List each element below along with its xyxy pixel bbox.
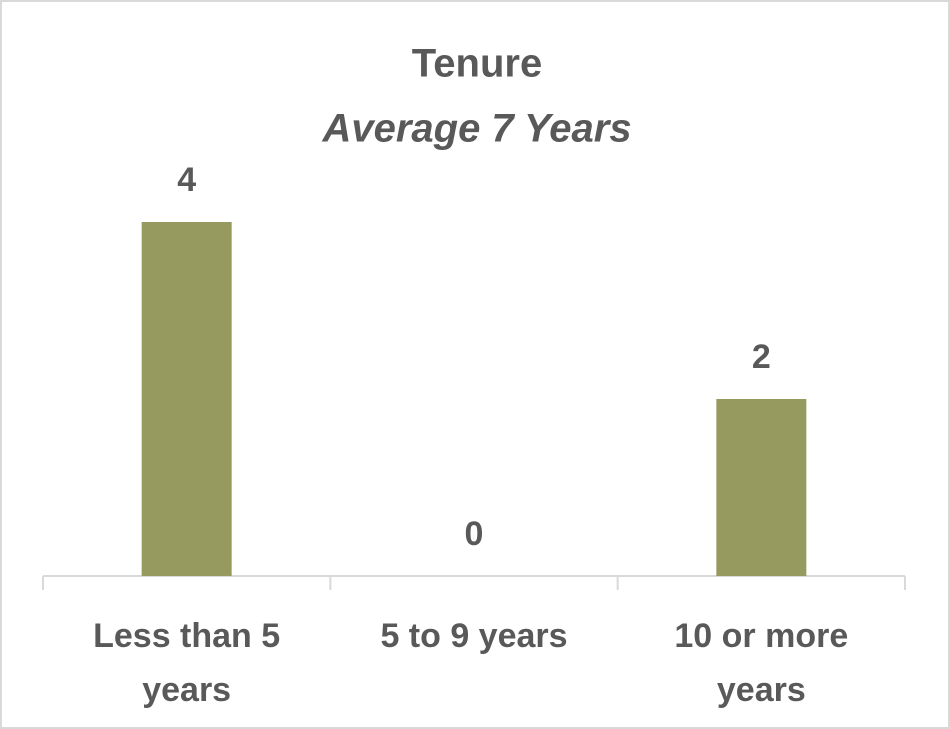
data-label: 2 <box>752 338 771 376</box>
data-label: 0 <box>465 515 484 553</box>
x-tick-label: 10 or more years <box>674 617 849 709</box>
chart-subtitle: Average 7 Years <box>321 107 631 151</box>
chart-title: Tenure <box>412 42 542 86</box>
bar <box>141 222 232 576</box>
x-tick-label: 5 to 9 years <box>380 617 568 655</box>
x-tick-label: Less than 5 years <box>93 617 281 709</box>
bar <box>716 399 807 576</box>
data-label: 4 <box>177 161 196 199</box>
